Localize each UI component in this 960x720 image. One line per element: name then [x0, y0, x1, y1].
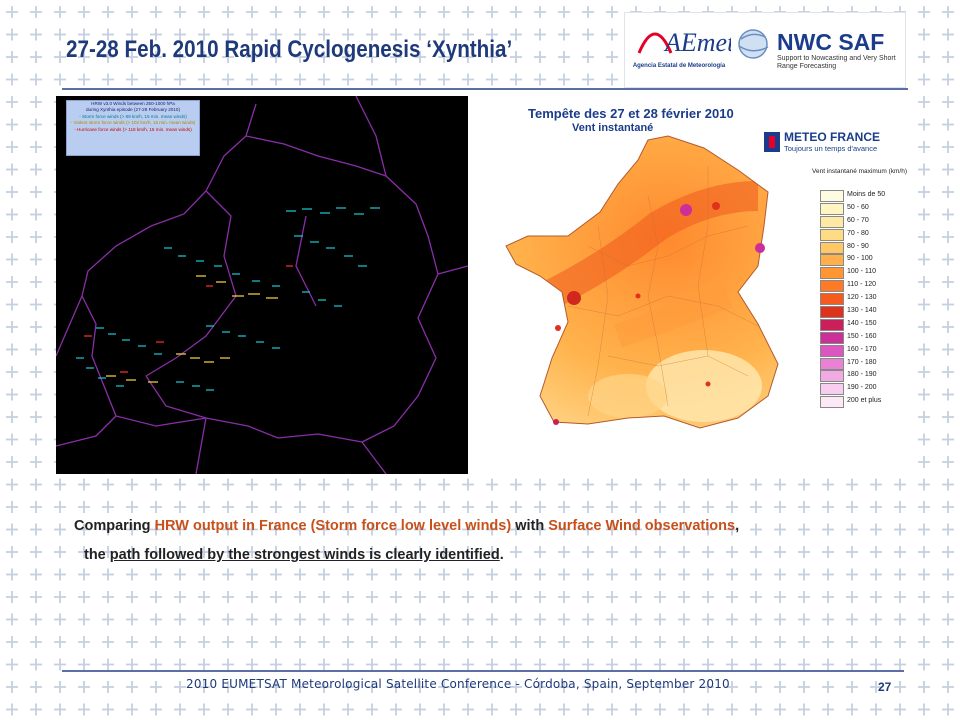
scale-label: 130 - 140 — [847, 307, 877, 315]
meteo-france-logo: METEO FRANCE Toujours un temps d'avance — [764, 130, 880, 156]
scale-swatch — [820, 293, 844, 306]
caption-underlined: path followed by the strongest winds is … — [109, 547, 500, 563]
hrw-legend-line: HRW v3.0 Winds between 250-1000 hPa — [91, 101, 175, 106]
scale-label: 50 - 60 — [847, 203, 869, 211]
scale-swatch — [820, 280, 844, 293]
scale-label: 70 - 80 — [847, 229, 869, 237]
scale-title: Vent instantané maximum (km/h) — [812, 168, 908, 175]
meteo-france-name: METEO FRANCE — [784, 130, 880, 144]
hrw-legend-line: - Hurricane force winds (> 118 km/h, 15 … — [74, 126, 192, 132]
nwc-saf-subtitle: Support to Nowcasting and Very Short Ran… — [777, 55, 896, 70]
globe-icon — [738, 29, 769, 59]
scale-swatch — [820, 370, 844, 383]
scale-label: 160 - 170 — [847, 345, 877, 353]
meteo-france-icon — [764, 132, 780, 152]
scale-label: 150 - 160 — [847, 332, 877, 340]
scale-swatch — [820, 228, 844, 241]
caption-text: with — [511, 518, 549, 534]
aemet-logo: AEmet — [637, 28, 731, 57]
scale-swatch — [820, 383, 844, 396]
caption-text: , — [735, 518, 740, 534]
scale-label: 80 - 90 — [847, 242, 869, 250]
scale-label: 170 - 180 — [847, 358, 877, 366]
scale-swatch — [820, 396, 844, 409]
caption-text: the — [84, 547, 110, 563]
caption: Comparing HRW output in France (Storm fo… — [74, 512, 914, 570]
scale-label: 180 - 190 — [847, 371, 877, 379]
caption-line-1: Comparing HRW output in France (Storm fo… — [74, 512, 914, 541]
hrw-legend-line: - Storm force winds (> 89 km/h, 15 min. … — [79, 113, 187, 119]
surface-wind-map: Tempête des 27 et 28 février 2010 Vent i… — [468, 96, 908, 474]
scale-label: 100 - 110 — [847, 268, 877, 276]
caption-text: Comparing — [74, 518, 155, 534]
scale-swatch — [820, 331, 844, 344]
scale-swatch — [820, 318, 844, 331]
surface-map-subtitle: Vent instantané — [572, 122, 654, 134]
aemet-logo-text: AEmet — [663, 28, 731, 57]
scale-swatch — [820, 306, 844, 319]
scale-label: Moins de 50 — [847, 191, 886, 198]
meteo-france-tagline: Toujours un temps d'avance — [784, 144, 878, 153]
scale-swatch — [820, 267, 844, 280]
title-rule — [62, 88, 908, 90]
surface-map-title: Tempête des 27 et 28 février 2010 — [528, 106, 734, 121]
scale-swatch — [820, 215, 844, 228]
nwc-saf-name: NWC SAF — [777, 29, 885, 55]
scale-swatch — [820, 202, 844, 215]
scale-label: 120 - 130 — [847, 294, 877, 302]
scale-label: 200 et plus — [847, 397, 882, 405]
caption-text: . — [499, 547, 504, 563]
france-wind-map-graphic — [505, 135, 779, 429]
scale-swatch — [820, 254, 844, 267]
caption-highlight-observations: Surface Wind observations — [548, 518, 736, 534]
footer-rule — [62, 670, 904, 672]
caption-highlight-hrw: HRW output in France (Storm force low le… — [154, 518, 512, 534]
scale-swatch — [820, 241, 844, 254]
scale-label: 110 - 120 — [847, 281, 877, 289]
hrw-legend-line: during Xynthia episode (27-28 February 2… — [86, 107, 180, 113]
hrw-wind-map: HRW v3.0 Winds between 250-1000 hPa duri… — [56, 96, 468, 474]
scale-label: 140 - 150 — [847, 319, 877, 327]
aemet-subtitle: Agencia Estatal de Meteorología — [632, 63, 726, 69]
scale-label: 90 - 100 — [847, 255, 873, 263]
scale-swatch — [820, 357, 844, 370]
footer-text: 2010 EUMETSAT Meteorological Satellite C… — [186, 677, 730, 691]
slide-title: 27-28 Feb. 2010 Rapid Cyclogenesis ‘Xynt… — [66, 36, 513, 63]
scale-swatch — [820, 190, 844, 202]
scale-swatch — [820, 344, 844, 357]
logo-panel: AEmet Agencia Estatal de Meteorología NW… — [624, 12, 906, 88]
scale-label: 60 - 70 — [847, 216, 869, 224]
scale-label: 190 - 200 — [847, 384, 877, 392]
page-number: 27 — [878, 680, 892, 694]
hrw-legend-line: - Violent storm force winds (> 102 km/h,… — [70, 120, 196, 126]
hrw-legend: HRW v3.0 Winds between 250-1000 hPa duri… — [66, 100, 200, 156]
hrw-map-graphic — [56, 96, 468, 474]
caption-line-2: the path followed by the strongest winds… — [74, 541, 914, 570]
